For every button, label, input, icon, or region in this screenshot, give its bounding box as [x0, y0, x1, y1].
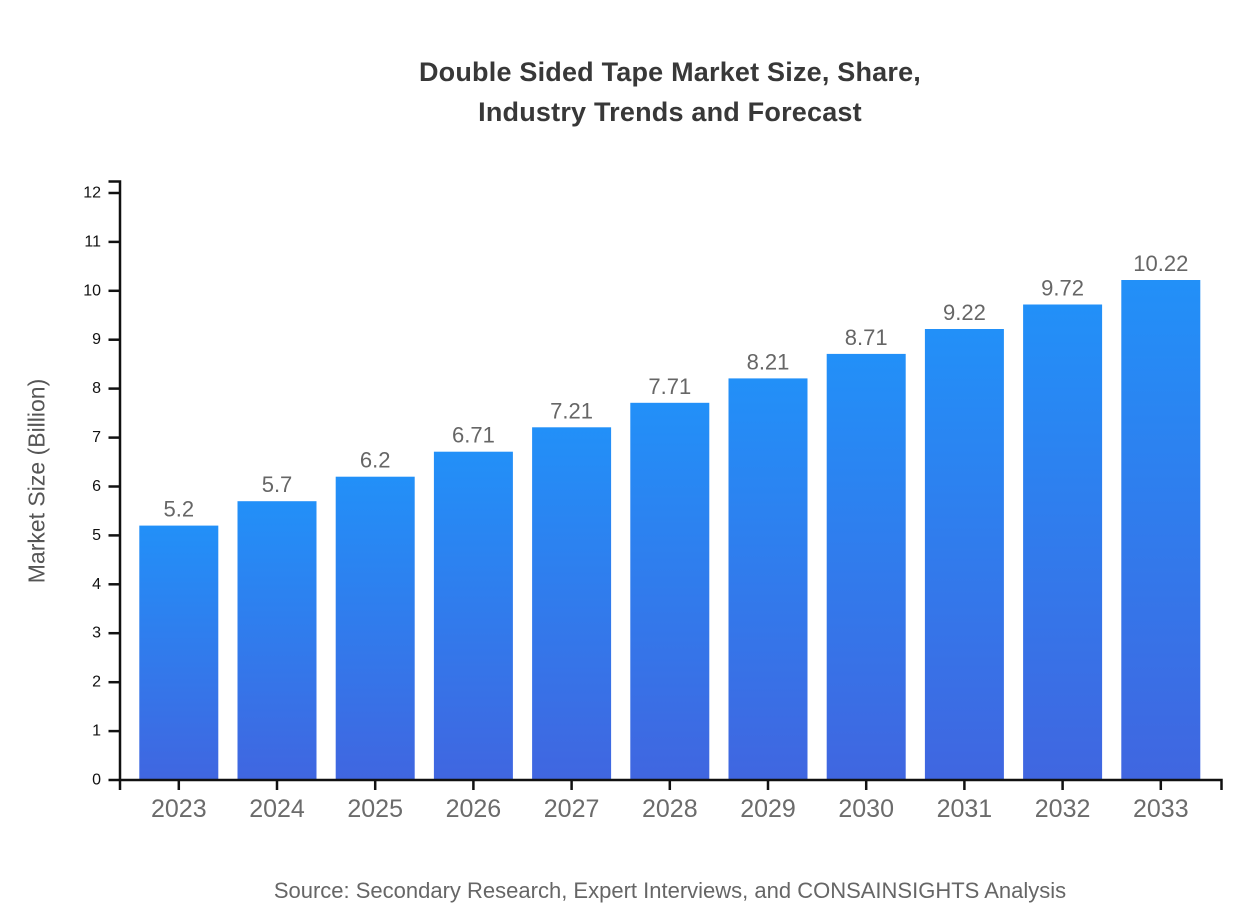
bar: [237, 501, 317, 780]
y-tick-label: 3: [92, 625, 101, 642]
bar: [532, 427, 612, 780]
bar-value-label: 7.71: [648, 374, 691, 399]
y-tick-label: 7: [92, 429, 101, 446]
bar-value-label: 9.72: [1041, 276, 1084, 301]
bar: [826, 353, 906, 780]
x-tick-label: 2033: [1133, 795, 1189, 823]
bar-value-label: 9.22: [943, 300, 986, 325]
y-axis-title: Market Size (Billion): [23, 378, 50, 584]
y-tick-label: 6: [92, 478, 101, 495]
bar-value-label: 7.21: [550, 398, 593, 423]
y-tick-label: 5: [92, 527, 101, 544]
chart-title-line-1: Double Sided Tape Market Size, Share,: [418, 57, 922, 87]
bar-value-label: 8.21: [747, 349, 790, 374]
bar: [728, 378, 808, 780]
bar-value-label: 5.7: [262, 472, 293, 497]
y-tick-label: 10: [83, 282, 101, 299]
y-tick-label: 2: [92, 674, 101, 691]
bar-value-label: 5.2: [164, 497, 195, 522]
bar-value-label: 6.71: [452, 423, 495, 448]
bar: [1121, 280, 1201, 780]
bar: [630, 402, 710, 780]
x-axis-spine: [118, 778, 1223, 790]
x-tick-label: 2024: [249, 795, 305, 823]
chart-title: Double Sided Tape Market Size, Share, In…: [120, 52, 1220, 132]
bar-value-label: 8.71: [845, 325, 888, 350]
x-tick-label: 2028: [642, 795, 698, 823]
bar: [335, 476, 415, 780]
x-tick-label: 2026: [446, 795, 502, 823]
y-tick-label: 12: [83, 185, 101, 202]
x-tick-label: 2023: [151, 795, 207, 823]
x-tick-label: 2032: [1035, 795, 1091, 823]
bar-value-label: 10.22: [1133, 251, 1188, 276]
bar: [433, 451, 513, 780]
x-tick-label: 2030: [838, 795, 894, 823]
y-tick-label: 0: [92, 772, 101, 789]
y-tick-label: 9: [92, 331, 101, 348]
y-tick-label: 1: [92, 723, 101, 740]
bar-value-label: 6.2: [360, 448, 391, 473]
x-tick-label: 2027: [544, 795, 600, 823]
bar: [1023, 304, 1103, 780]
x-tick-label: 2025: [347, 795, 403, 823]
source-note: Source: Secondary Research, Expert Inter…: [273, 878, 1067, 903]
x-tick-label: 2029: [740, 795, 796, 823]
y-tick-label: 4: [92, 576, 101, 593]
bar: [924, 329, 1004, 780]
x-tick-label: 2031: [937, 795, 993, 823]
bar: [139, 525, 219, 780]
y-tick-label: 11: [84, 233, 101, 250]
y-tick-label: 8: [92, 380, 101, 397]
y-axis-spine: [108, 180, 122, 780]
chart-title-line-2: Industry Trends and Forecast: [478, 97, 862, 127]
